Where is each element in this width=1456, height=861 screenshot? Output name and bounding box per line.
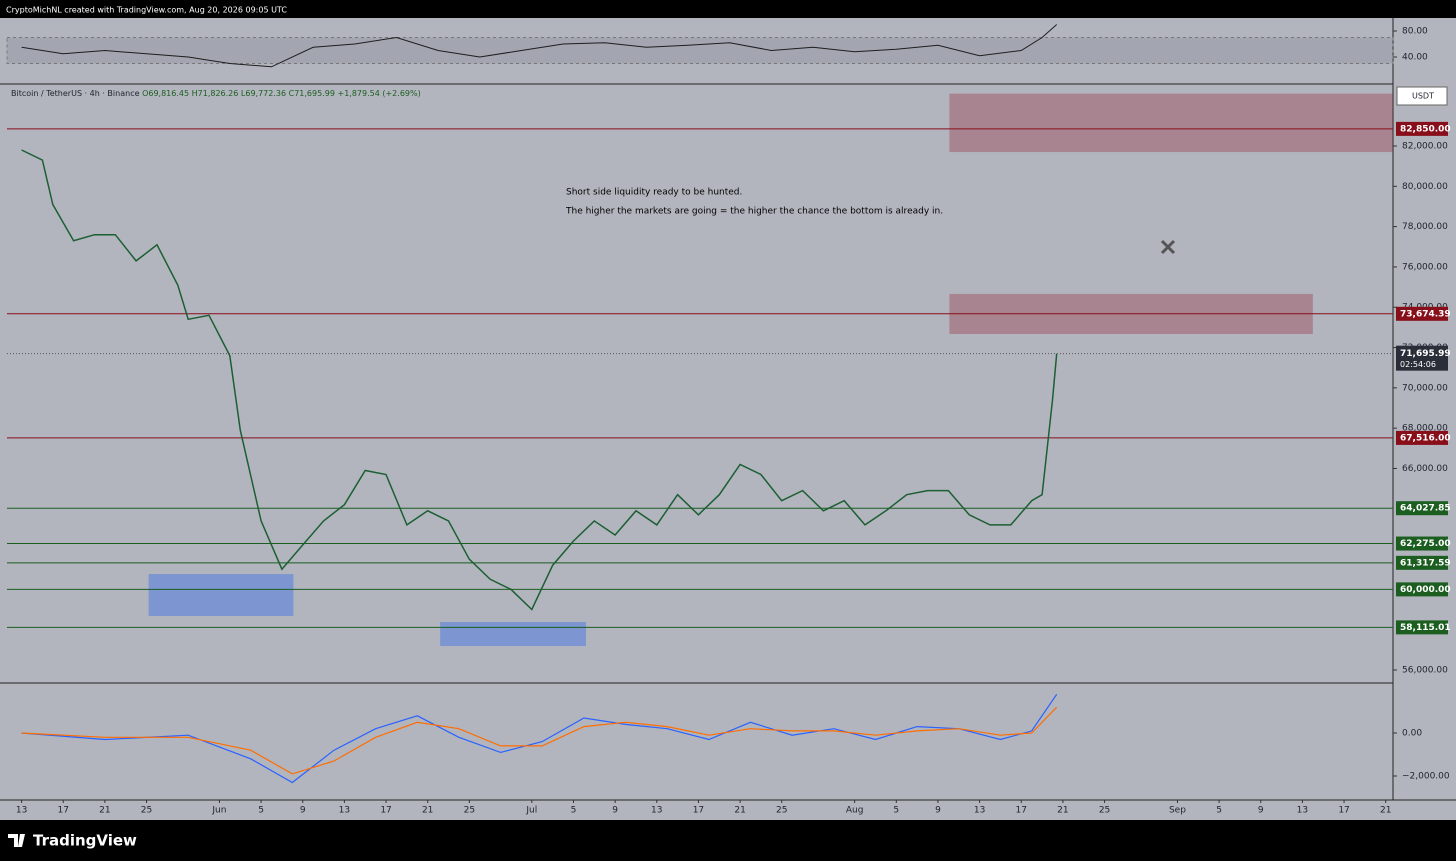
series-line — [21, 24, 1058, 68]
low: L69,772.36 — [241, 89, 286, 98]
logo-dot — [20, 834, 24, 838]
y-tick-label: 80.00 — [1402, 27, 1428, 37]
series-line — [21, 706, 1058, 775]
y-tick-label: 56,000.00 — [1402, 666, 1448, 676]
footer-brand: TradingView — [33, 832, 137, 850]
y-tick-label: 0.00 — [1402, 729, 1422, 739]
x-tick-label: 17 — [693, 806, 704, 816]
rsi-band — [6, 37, 1394, 65]
y-tick-label: 82,000.00 — [1402, 142, 1448, 152]
open: O69,816.45 — [142, 89, 189, 98]
level-label: 58,115.01 — [1400, 623, 1451, 633]
annotation: The higher the markets are going = the h… — [565, 207, 943, 217]
level-label: 62,275.00 — [1400, 539, 1451, 549]
x-tick-label: 21 — [734, 806, 745, 816]
x-tick-label: 9 — [935, 806, 941, 816]
x-tick-label: 13 — [1297, 806, 1308, 816]
zone — [148, 574, 294, 616]
level-tag — [1396, 306, 1448, 321]
annotation: Short side liquidity ready to be hunted. — [566, 188, 742, 198]
x-tick-label: Jul — [525, 806, 537, 816]
footer-logo — [8, 834, 25, 847]
last-price-tag — [1396, 345, 1448, 371]
x-tick-label: 13 — [974, 806, 985, 816]
x-mark — [1160, 239, 1176, 255]
level-tag — [1396, 582, 1448, 597]
x-tick-label: 25 — [776, 806, 787, 816]
y-tick-label: 76,000.00 — [1402, 262, 1448, 272]
symbol: Bitcoin / TetherUS · 4h · Binance — [11, 89, 140, 98]
x-tick-label: 5 — [258, 806, 264, 816]
x-tick-label: 21 — [422, 806, 433, 816]
level-label: 67,516.00 — [1400, 433, 1451, 443]
x-tick-label: 5 — [571, 806, 577, 816]
x-tick-label: 5 — [893, 806, 899, 816]
level-label: 82,850.00 — [1400, 124, 1451, 134]
x-tick-label: 5 — [1216, 806, 1222, 816]
y-tick-label: −2,000.00 — [1402, 772, 1450, 782]
x-tick-label: 13 — [339, 806, 350, 816]
level-tag — [1396, 430, 1448, 445]
level-tag — [1396, 121, 1448, 136]
x-tick-label: 13 — [651, 806, 662, 816]
level-tag — [1396, 555, 1448, 570]
x-tick-label: Sep — [1169, 806, 1186, 816]
x-tick-label: 17 — [1016, 806, 1027, 816]
x-tick-label: 17 — [1338, 806, 1349, 816]
y-tick-label: 68,000.00 — [1402, 424, 1448, 434]
x-tick-label: 25 — [1099, 806, 1110, 816]
x-tick-label: Aug — [846, 806, 864, 816]
last-price-label: 71,695.99 — [1400, 349, 1451, 359]
level-tag — [1396, 620, 1448, 635]
chart-background — [0, 18, 1456, 820]
change: +1,879.54 (+2.69%) — [337, 89, 420, 98]
currency-button[interactable] — [1396, 86, 1448, 106]
x-tick-label: Jun — [211, 806, 226, 816]
y-tick-label: 66,000.00 — [1402, 464, 1448, 474]
series-line — [21, 149, 1058, 611]
y-tick-label: 78,000.00 — [1402, 222, 1448, 232]
currency-label: USDT — [1412, 92, 1434, 101]
level-tag — [1396, 501, 1448, 516]
zone — [440, 622, 586, 647]
x-tick-label: 17 — [58, 806, 69, 816]
level-label: 73,674.39 — [1400, 309, 1451, 319]
x-tick-label: 21 — [1380, 806, 1391, 816]
header-text: CryptoMichNL created with TradingView.co… — [6, 6, 287, 15]
level-label: 60,000.00 — [1400, 585, 1451, 595]
level-label: 61,317.59 — [1400, 558, 1451, 568]
level-label: 64,027.85 — [1400, 504, 1451, 514]
close: C71,695.99 — [289, 89, 335, 98]
x-tick-label: 9 — [1258, 806, 1264, 816]
zone — [949, 93, 1393, 153]
y-tick-label: 80,000.00 — [1402, 182, 1448, 192]
countdown: 02:54:06 — [1400, 360, 1436, 369]
y-tick-label: 70,000.00 — [1402, 383, 1448, 393]
x-tick-label: 25 — [464, 806, 475, 816]
high: H71,826.26 — [192, 89, 239, 98]
series-line — [21, 693, 1058, 784]
level-tag — [1396, 536, 1448, 551]
x-tick-label: 13 — [16, 806, 27, 816]
x-tick-label: 9 — [612, 806, 618, 816]
legend: Bitcoin / TetherUS · 4h · Binance O69,81… — [11, 89, 421, 98]
x-tick-label: 9 — [300, 806, 306, 816]
x-tick-label: 21 — [1057, 806, 1068, 816]
x-tick-label: 25 — [141, 806, 152, 816]
y-tick-label: 40.00 — [1402, 53, 1428, 63]
x-tick-label: 17 — [380, 806, 391, 816]
x-tick-label: 21 — [99, 806, 110, 816]
